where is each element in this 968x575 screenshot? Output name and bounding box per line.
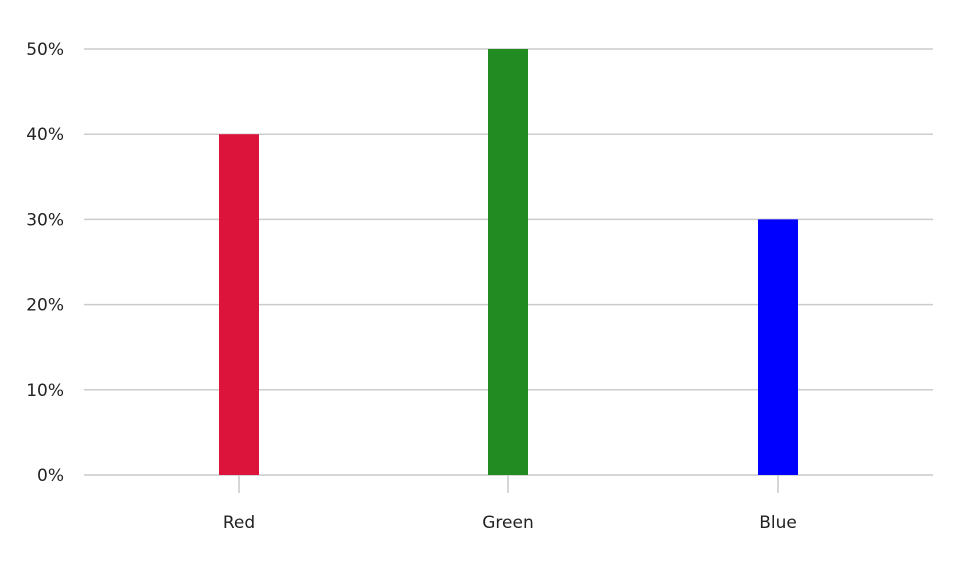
bar-blue: [758, 219, 798, 475]
y-tick-label: 20%: [26, 296, 64, 316]
y-axis-tick-labels: 0% 10% 20% 30% 40% 50%: [26, 40, 64, 486]
y-tick-label: 50%: [26, 40, 64, 60]
x-tick-label: Red: [223, 513, 255, 533]
y-tick-label: 10%: [26, 381, 64, 401]
y-tick-label: 40%: [26, 125, 64, 145]
y-tick-label: 30%: [26, 210, 64, 230]
bar-red: [219, 134, 259, 475]
y-tick-label: 0%: [37, 466, 64, 486]
x-axis-ticks: Red Green Blue: [223, 475, 797, 533]
bar-green: [488, 49, 528, 475]
x-tick-label: Green: [482, 513, 533, 533]
x-tick-label: Blue: [759, 513, 797, 533]
bars: [219, 49, 798, 475]
